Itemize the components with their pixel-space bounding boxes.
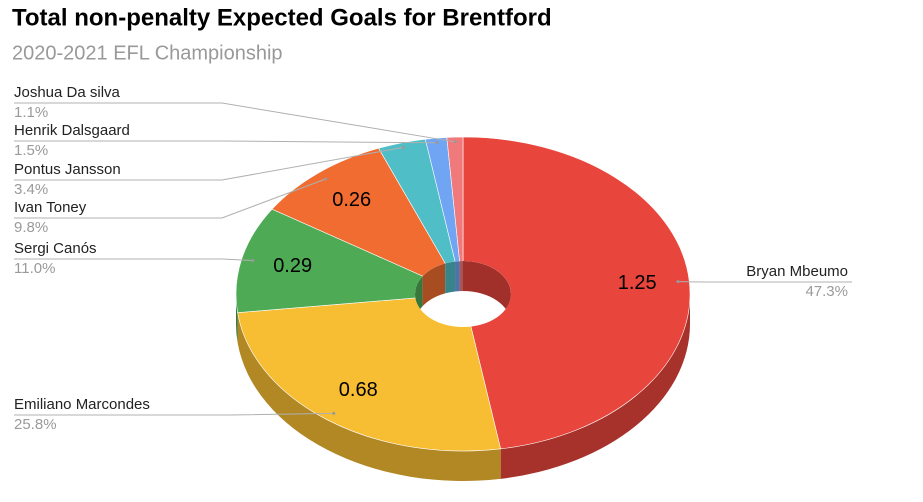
leader-line (14, 178, 326, 219)
leader-dot (676, 280, 680, 284)
value-label: 1.25 (618, 272, 657, 294)
slice-name: Ivan Toney (14, 199, 87, 216)
leader-dot (435, 141, 439, 145)
leader-line (14, 102, 456, 143)
leader-dot (401, 145, 405, 149)
value-label: 0.26 (332, 189, 371, 211)
slice-name: Emiliano Marcondes (14, 396, 150, 413)
slice (462, 136, 691, 450)
slice-percent: 25.8% (14, 416, 57, 433)
slice (446, 136, 464, 295)
leader-dot (324, 177, 328, 181)
chart-subtitle: 2020-2021 EFL Championship (12, 42, 283, 64)
hole-wall (422, 263, 446, 307)
chart-title: Total non-penalty Expected Goals for Bre… (12, 4, 552, 31)
leader-line (14, 412, 334, 416)
leader-dot (251, 259, 255, 263)
leader-dot (332, 411, 336, 415)
hole-wall (463, 261, 511, 324)
slice-side (500, 294, 690, 479)
leader-line (14, 258, 253, 262)
leader-line (14, 140, 437, 144)
slice-side (237, 312, 501, 482)
slice-name: Joshua Da silva (14, 84, 121, 101)
slice-name: Pontus Jansson (14, 161, 121, 178)
slice-percent: 1.5% (14, 142, 48, 159)
slice-name: Bryan Mbeumo (746, 263, 848, 280)
hole-wall (459, 261, 463, 292)
hole-wall (455, 261, 460, 292)
slice-percent: 11.0% (14, 260, 55, 277)
slice (271, 147, 464, 295)
slice-percent: 1.1% (14, 104, 48, 121)
slice-name: Henrik Dalsgaard (14, 122, 130, 139)
value-label: 0.29 (273, 255, 312, 277)
leader-dot (453, 140, 457, 144)
slice-name: Sergi Canós (14, 240, 97, 257)
hole-wall (445, 261, 456, 294)
slice (237, 293, 502, 452)
slice-percent: 47.3% (805, 283, 848, 300)
slice (235, 208, 464, 313)
slice-percent: 9.8% (14, 219, 48, 236)
value-label: 0.68 (339, 379, 378, 401)
leader-line (14, 146, 404, 181)
slice-percent: 3.4% (14, 181, 48, 198)
